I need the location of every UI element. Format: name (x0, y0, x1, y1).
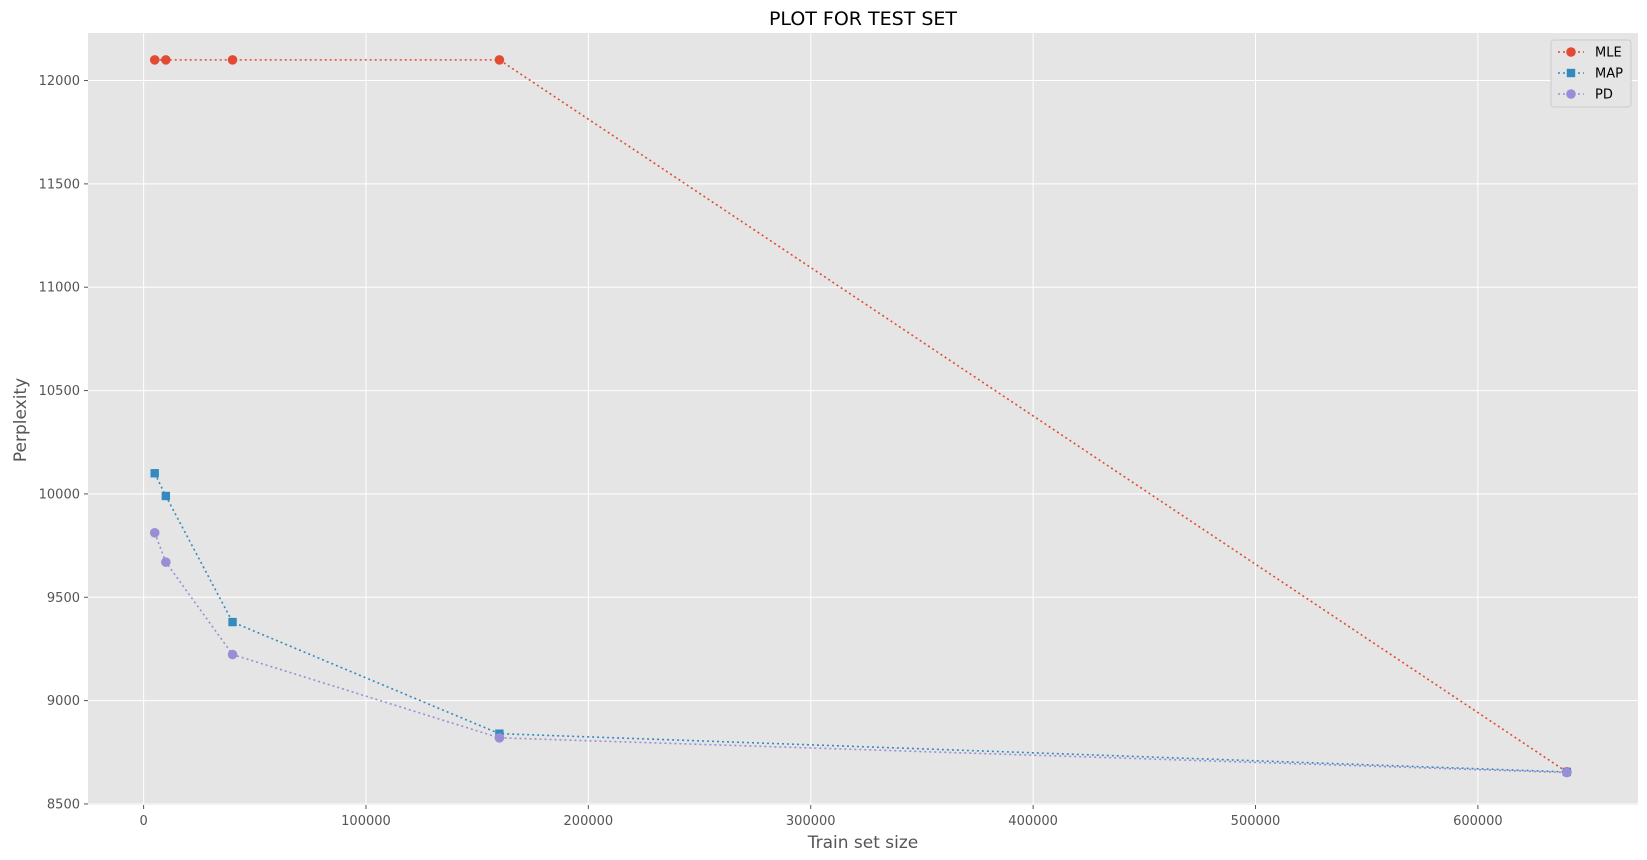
legend-item-pd: PD (1558, 88, 1613, 103)
series-line-map (153, 472, 1567, 773)
data-point-pd (1562, 767, 1572, 778)
data-point-pd (494, 733, 505, 743)
data-point-map (150, 469, 159, 478)
legend-label: MLE (1595, 46, 1622, 61)
chart-title: PLOT FOR TEST SET (769, 8, 957, 30)
data-point-mle (161, 55, 171, 65)
data-point-map (161, 491, 171, 501)
y-tick-label: 11000 (39, 281, 80, 296)
x-tick-label: 400000 (1008, 814, 1058, 829)
x-tick-label: 200000 (564, 814, 614, 829)
series-group (149, 55, 1572, 778)
y-tick-label: 12000 (39, 74, 80, 89)
legend-marker (1566, 89, 1576, 99)
y-tick-label: 8500 (47, 797, 80, 812)
y-axis-ticks: 8500 9000 9500 10000 10500 11000 11500 12000 (39, 74, 88, 812)
x-tick-label: 0 (139, 814, 147, 829)
y-tick-label: 10500 (39, 384, 80, 399)
x-axis-ticks: 0 100000 200000 300000 400000 500000 600000 (139, 805, 1503, 829)
legend-marker (1566, 68, 1576, 78)
grid-lines (88, 33, 1638, 805)
y-tick-label: 11500 (39, 177, 80, 192)
data-point-pd (227, 649, 238, 660)
data-point-pd (161, 557, 171, 567)
data-point-mle (494, 55, 505, 65)
legend: MLE MAP PD (1550, 39, 1632, 108)
data-point-map (228, 617, 237, 627)
series-pd (149, 527, 1572, 778)
plot-background (88, 33, 1638, 805)
x-tick-label: 500000 (1231, 814, 1281, 829)
x-tick-label: 100000 (341, 814, 391, 829)
legend-item-map: MAP (1558, 67, 1623, 82)
legend-label: PD (1595, 88, 1613, 103)
y-tick-label: 10000 (39, 487, 80, 502)
legend-label: MAP (1595, 67, 1623, 82)
data-point-pd (149, 527, 160, 538)
data-point-mle (227, 55, 238, 65)
y-axis-label: Perplexity (11, 378, 31, 462)
y-tick-label: 9000 (47, 694, 80, 709)
y-tick-label: 9500 (47, 591, 80, 606)
legend-marker (1566, 47, 1576, 57)
data-point-mle (149, 55, 160, 65)
x-axis-label: Train set size (807, 833, 919, 853)
x-tick-label: 300000 (786, 814, 836, 829)
legend-item-mle: MLE (1558, 46, 1622, 61)
x-tick-label: 600000 (1453, 814, 1503, 829)
